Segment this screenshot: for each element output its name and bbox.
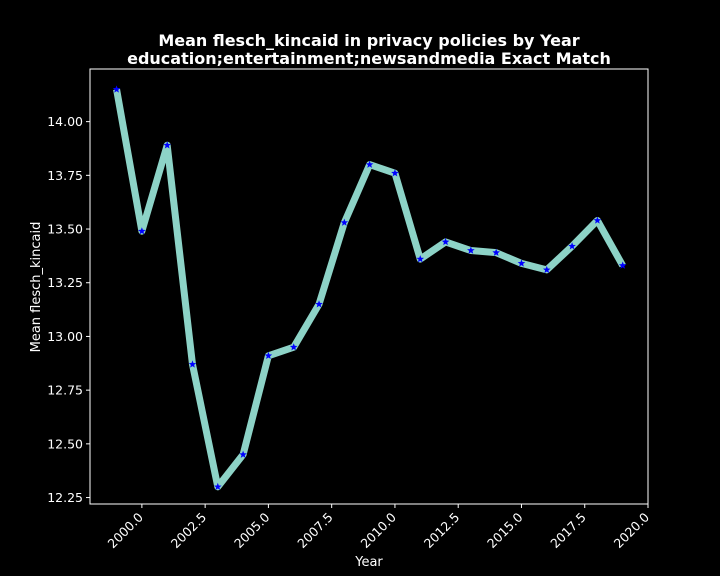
data-point	[188, 360, 197, 368]
data-point	[517, 259, 526, 267]
axes-frame	[89, 68, 649, 505]
data-point	[542, 265, 551, 274]
data-point	[568, 242, 576, 250]
y-tick-label: 12.25	[47, 490, 83, 505]
data-point	[416, 255, 425, 263]
data-point	[492, 248, 500, 256]
plot-area	[112, 85, 627, 491]
y-tick-label: 14.00	[47, 114, 83, 129]
data-point	[467, 246, 475, 254]
data-point	[163, 141, 171, 149]
data-point	[213, 482, 222, 491]
y-tick-label: 13.50	[47, 222, 83, 237]
data-point	[365, 160, 374, 168]
data-point	[340, 218, 349, 226]
y-axis-label: Mean flesch_kincaid	[29, 222, 44, 353]
data-point	[239, 450, 247, 458]
data-point	[289, 343, 298, 351]
y-tick-label: 13.75	[47, 168, 83, 183]
data-point	[441, 237, 450, 246]
data-point	[112, 85, 121, 93]
y-tick-label: 13.00	[47, 329, 83, 344]
chart-title-line2: education;entertainment;newsandmedia Exa…	[127, 49, 611, 68]
data-point	[618, 261, 627, 269]
data-point	[315, 300, 323, 308]
y-tick-label: 13.25	[47, 275, 83, 290]
data-point	[593, 216, 602, 224]
data-point	[138, 227, 146, 235]
chart-title-line1: Mean flesch_kincaid in privacy policies …	[158, 31, 579, 50]
data-point	[264, 351, 273, 360]
y-tick-label: 12.75	[47, 383, 83, 398]
data-point	[391, 169, 399, 177]
y-tick-label: 12.50	[47, 436, 83, 451]
x-axis-label: Year	[354, 555, 383, 570]
